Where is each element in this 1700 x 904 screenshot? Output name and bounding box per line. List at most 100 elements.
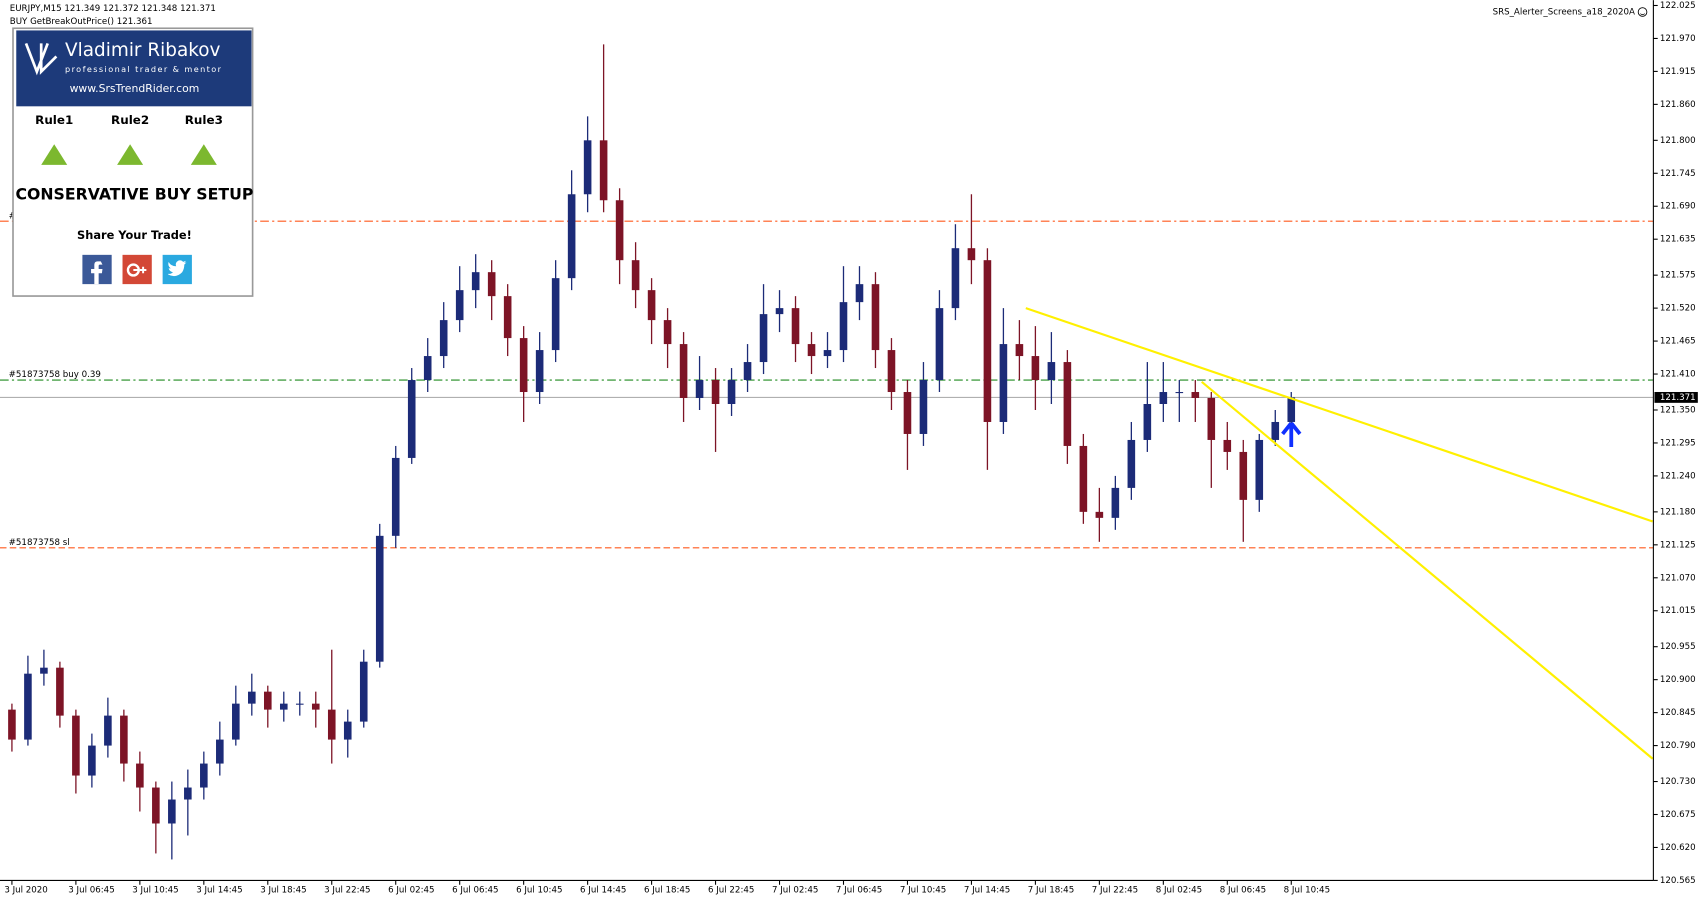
- rule-label: Rule1: [35, 113, 73, 127]
- setup-text: CONSERVATIVE BUY SETUP: [16, 185, 254, 204]
- x-tick-label: 6 Jul 18:45: [644, 886, 690, 896]
- buy-arrow: [1281, 421, 1302, 447]
- candle-body: [248, 691, 256, 704]
- x-tick-label: 7 Jul 02:45: [772, 886, 818, 896]
- x-tick-label: 6 Jul 10:45: [516, 886, 562, 896]
- x-tick-label: 7 Jul 22:45: [1092, 886, 1138, 896]
- candle-body: [983, 260, 992, 422]
- candle-body: [375, 535, 384, 662]
- candle-body: [823, 350, 832, 357]
- candle-body: [599, 140, 608, 201]
- x-tick-label: 8 Jul 10:45: [1284, 886, 1330, 896]
- x-tick-label: 7 Jul 10:45: [900, 886, 946, 896]
- rule-arrow: [41, 144, 68, 165]
- x-tick-label: 3 Jul 10:45: [132, 886, 178, 896]
- candle-body: [935, 308, 944, 381]
- candle-body: [743, 362, 752, 381]
- candle-body: [232, 703, 240, 740]
- candle-body: [519, 338, 528, 393]
- x-tick-label: 6 Jul 22:45: [708, 886, 754, 896]
- candle-body: [567, 194, 576, 279]
- candle-body: [807, 344, 816, 357]
- candle-body: [871, 284, 880, 351]
- candle-body: [1095, 511, 1104, 518]
- candle-body: [56, 667, 64, 716]
- facebook-button[interactable]: [82, 254, 112, 285]
- expert-name: SRS_Alerter_Screens_a18_2020A: [1493, 7, 1635, 17]
- y-tick-label: 120.845: [1660, 708, 1696, 718]
- candle-body: [200, 763, 208, 788]
- y-tick-label: 120.565: [1660, 876, 1696, 886]
- candle-body: [1239, 451, 1248, 500]
- y-tick-label: 120.675: [1660, 810, 1696, 820]
- rule-arrow: [117, 144, 144, 165]
- candle-body: [311, 703, 320, 710]
- y-tick-label: 121.800: [1660, 136, 1696, 146]
- candle-body: [1031, 356, 1040, 381]
- y-tick-label: 121.915: [1660, 67, 1696, 77]
- google-plus-button[interactable]: [122, 254, 152, 285]
- y-tick-label: 121.690: [1660, 202, 1696, 212]
- y-tick-label: 120.790: [1660, 741, 1696, 751]
- candle-body: [168, 799, 176, 824]
- candle-body: [615, 200, 624, 261]
- candle-body: [551, 278, 560, 351]
- y-tick-label: 121.350: [1660, 405, 1696, 415]
- y-tick-label: 121.410: [1660, 370, 1696, 380]
- y-tick-label: 122.025: [1660, 1, 1696, 11]
- candle-body: [1047, 362, 1056, 381]
- current-price-label: 121.371: [1660, 393, 1696, 403]
- candle-body: [711, 380, 720, 405]
- info-panel: Vladimir Ribakov professional trader & m…: [12, 27, 254, 297]
- candle-body: [1223, 439, 1232, 452]
- level-label: #51873758 sl: [9, 538, 70, 548]
- candle-body: [359, 661, 368, 722]
- candle-body: [487, 272, 496, 297]
- candle-body: [1015, 344, 1024, 357]
- candle-body: [407, 380, 416, 458]
- twitter-button[interactable]: [162, 254, 192, 285]
- candle-body: [295, 703, 304, 705]
- expert-icon: [1637, 7, 1648, 17]
- y-tick-label: 120.955: [1660, 642, 1696, 652]
- y-tick-label: 121.970: [1660, 34, 1696, 44]
- candle-body: [1271, 421, 1280, 440]
- y-tick-label: 121.465: [1660, 337, 1696, 347]
- y-tick-label: 120.900: [1660, 675, 1696, 685]
- candle-body: [120, 715, 128, 764]
- y-tick-label: 121.125: [1660, 540, 1696, 550]
- symbol-line: EURJPY,M15 121.349 121.372 121.348 121.3…: [10, 4, 216, 14]
- logo: [24, 42, 58, 76]
- candle-body: [1207, 398, 1216, 440]
- y-tick-label: 121.520: [1660, 304, 1696, 314]
- y-tick-label: 121.860: [1660, 100, 1696, 110]
- candle-body: [343, 721, 352, 740]
- candle-body: [24, 673, 32, 740]
- x-tick-label: 7 Jul 14:45: [964, 886, 1010, 896]
- panel-banner: [16, 30, 252, 107]
- candle-body: [663, 320, 672, 345]
- candle-body: [647, 290, 656, 321]
- candle-body: [1287, 397, 1296, 422]
- candle-body: [631, 260, 640, 291]
- candle-body: [279, 703, 288, 710]
- candle-body: [695, 380, 704, 399]
- x-tick-label: 3 Jul 06:45: [68, 886, 114, 896]
- x-tick-label: 8 Jul 06:45: [1220, 886, 1266, 896]
- candle-body: [791, 308, 800, 345]
- candle-body: [727, 380, 736, 405]
- candle-body: [263, 691, 272, 710]
- candle-body: [1127, 439, 1136, 488]
- candle-body: [104, 715, 112, 746]
- candle-body: [1079, 445, 1088, 512]
- x-tick-label: 3 Jul 2020: [4, 886, 47, 896]
- candle-body: [1063, 362, 1072, 446]
- current-price-tag: [1654, 391, 1698, 403]
- y-tick-label: 120.620: [1660, 843, 1696, 853]
- plot-area: ##51873758 buy 0.39#51873758 sl: [0, 44, 1654, 860]
- candle-body: [839, 302, 848, 351]
- candle-body: [1191, 392, 1200, 399]
- candle-body: [471, 272, 480, 291]
